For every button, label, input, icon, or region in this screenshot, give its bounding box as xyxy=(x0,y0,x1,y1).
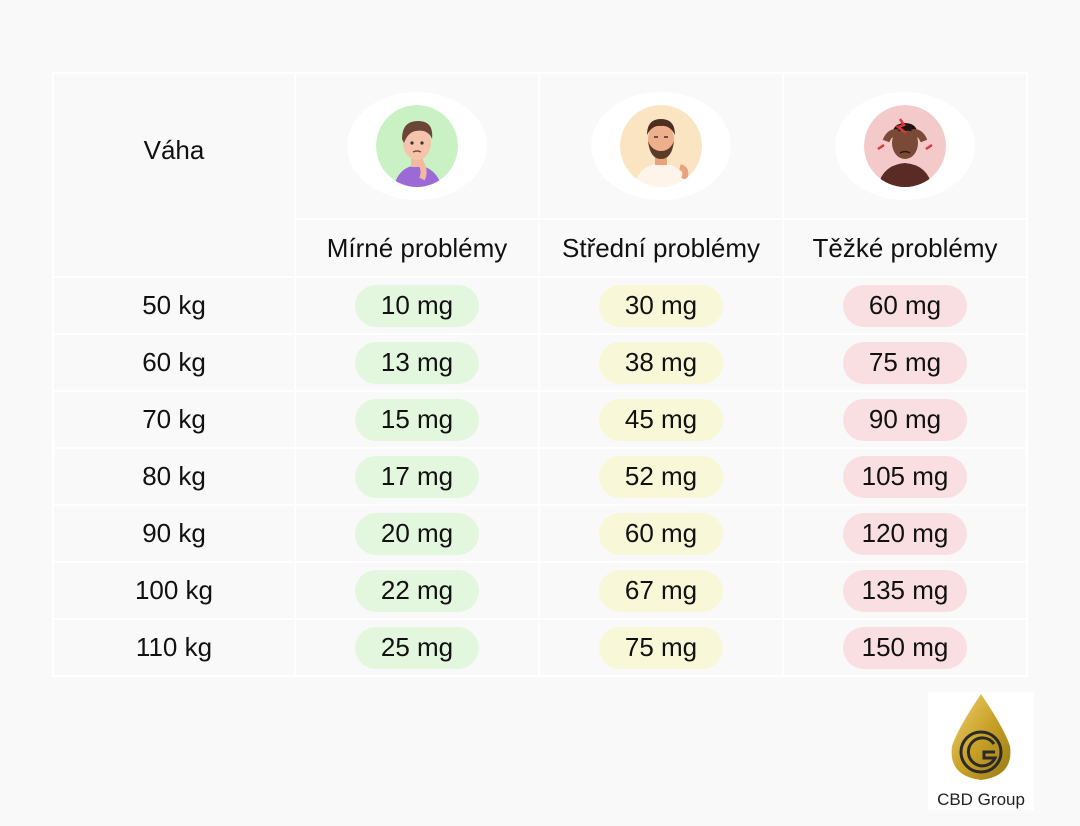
dose-badge: 15 mg xyxy=(355,398,479,441)
weight-cell: 60 kg xyxy=(52,335,296,392)
weight-cell: 70 kg xyxy=(52,392,296,449)
medium-dose-cell: 38 mg xyxy=(540,335,784,392)
dose-badge: 120 mg xyxy=(843,512,967,555)
mild-dose-cell: 10 mg xyxy=(296,278,540,335)
dose-badge: 135 mg xyxy=(843,569,967,612)
dose-badge: 90 mg xyxy=(843,398,967,441)
medium-dose-cell: 52 mg xyxy=(540,449,784,506)
cbd-group-logo: CBD Group xyxy=(928,692,1034,810)
medium-dose-cell: 60 mg xyxy=(540,506,784,563)
weight-cell: 90 kg xyxy=(52,506,296,563)
severe-dose-cell: 105 mg xyxy=(784,449,1028,506)
dose-badge: 20 mg xyxy=(355,512,479,555)
weight-cell: 80 kg xyxy=(52,449,296,506)
dose-badge: 150 mg xyxy=(843,626,967,669)
dose-badge: 60 mg xyxy=(843,284,967,327)
mild-dose-cell: 25 mg xyxy=(296,620,540,677)
medium-dose-cell: 75 mg xyxy=(540,620,784,677)
mild-dose-cell: 20 mg xyxy=(296,506,540,563)
mild-dose-cell: 17 mg xyxy=(296,449,540,506)
mild-person-icon xyxy=(376,105,458,187)
dose-badge: 38 mg xyxy=(599,341,723,384)
column-header-mild: Mírné problémy xyxy=(296,220,540,278)
brand-name: CBD Group xyxy=(937,790,1025,809)
weight-cell: 50 kg xyxy=(52,278,296,335)
severe-dose-cell: 120 mg xyxy=(784,506,1028,563)
medium-avatar-cell xyxy=(540,72,784,220)
dose-badge: 52 mg xyxy=(599,455,723,498)
severe-avatar-cell xyxy=(784,72,1028,220)
medium-dose-cell: 45 mg xyxy=(540,392,784,449)
weight-cell: 110 kg xyxy=(52,620,296,677)
dose-badge: 30 mg xyxy=(599,284,723,327)
dose-badge: 75 mg xyxy=(843,341,967,384)
dose-badge: 25 mg xyxy=(355,626,479,669)
dose-badge: 75 mg xyxy=(599,626,723,669)
medium-dose-cell: 67 mg xyxy=(540,563,784,620)
dose-badge: 105 mg xyxy=(843,455,967,498)
dose-badge: 22 mg xyxy=(355,569,479,612)
severe-dose-cell: 150 mg xyxy=(784,620,1028,677)
oil-drop-logo-icon xyxy=(951,694,1011,780)
column-header-medium: Střední problémy xyxy=(540,220,784,278)
severe-dose-cell: 60 mg xyxy=(784,278,1028,335)
mild-dose-cell: 13 mg xyxy=(296,335,540,392)
column-header-severe: Těžké problémy xyxy=(784,220,1028,278)
dose-badge: 13 mg xyxy=(355,341,479,384)
medium-dose-cell: 30 mg xyxy=(540,278,784,335)
dose-badge: 45 mg xyxy=(599,398,723,441)
dose-badge: 10 mg xyxy=(355,284,479,327)
weight-cell: 100 kg xyxy=(52,563,296,620)
mild-dose-cell: 15 mg xyxy=(296,392,540,449)
mild-avatar-cell xyxy=(296,72,540,220)
weight-column-header: Váha xyxy=(52,72,296,278)
dose-badge: 67 mg xyxy=(599,569,723,612)
severe-dose-cell: 135 mg xyxy=(784,563,1028,620)
headache-person-icon xyxy=(864,105,946,187)
mild-dose-cell: 22 mg xyxy=(296,563,540,620)
severe-dose-cell: 90 mg xyxy=(784,392,1028,449)
dosage-table: Váha xyxy=(52,72,1028,677)
dose-badge: 17 mg xyxy=(355,455,479,498)
dose-badge: 60 mg xyxy=(599,512,723,555)
bearded-man-icon xyxy=(620,105,702,187)
severe-dose-cell: 75 mg xyxy=(784,335,1028,392)
